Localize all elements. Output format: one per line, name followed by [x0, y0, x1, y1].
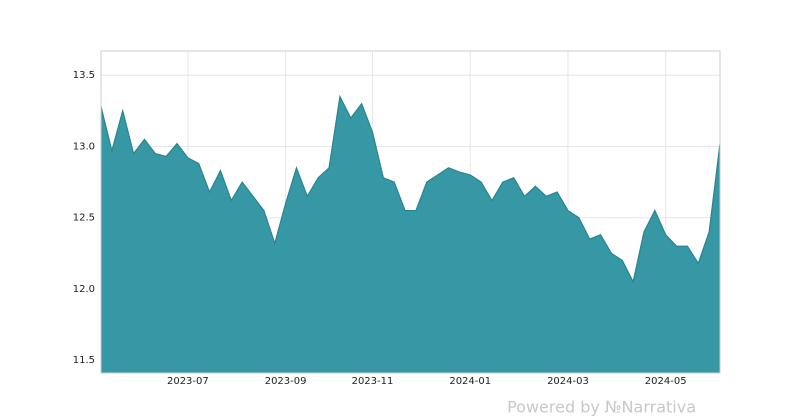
x-tick-label: 2024-03	[547, 376, 589, 387]
y-tick-label: 12.5	[73, 213, 95, 224]
y-tick-label: 13.0	[73, 141, 95, 152]
x-tick-label: 2023-11	[352, 376, 394, 387]
x-tick-label: 2023-09	[265, 376, 307, 387]
y-tick-label: 11.5	[73, 355, 95, 366]
y-tick-label: 13.5	[73, 70, 95, 81]
area-line	[100, 94, 721, 284]
area	[101, 96, 720, 373]
x-tick-label: 2024-05	[645, 376, 687, 387]
plot-frame	[100, 50, 721, 374]
y-tick-label: 12.0	[73, 284, 95, 295]
x-tick-label: 2023-07	[167, 376, 209, 387]
watermark: Powered by №Narrativa	[507, 398, 696, 417]
x-tick-label: 2024-01	[449, 376, 491, 387]
